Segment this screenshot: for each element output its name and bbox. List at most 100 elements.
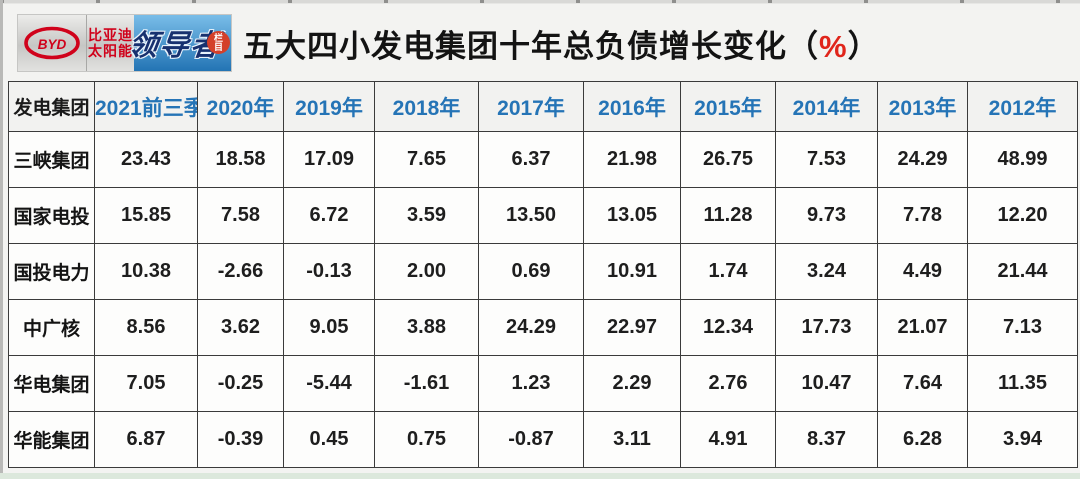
table-cell: 3.88 [374,299,479,356]
brand-company-line1: 比亚迪 [88,26,133,43]
table-cell: 3.62 [197,299,284,356]
row-label: 华能集团 [8,411,95,468]
col-header-2021q3: 2021前三季 [94,81,198,132]
table-cell: 2.00 [374,243,479,300]
table-cell: 0.75 [374,411,479,468]
table-cell: 10.38 [94,243,198,300]
row-label: 国家电投 [8,187,95,244]
table-header-row: 发电集团 2021前三季 2020年 2019年 2018年 2017年 201… [8,81,1078,132]
table-cell: 21.44 [967,243,1078,300]
table-cell: 0.69 [478,243,584,300]
page-title-percent: % [819,28,848,64]
table-row: 三峡集团 23.43 18.58 17.09 7.65 6.37 21.98 26.75 7.5… [8,131,1078,188]
page-title: 五大四小发电集团十年总负债增长变化（%） [243,21,880,66]
table-cell: 23.43 [94,131,198,188]
col-header-2012: 2012年 [967,81,1078,132]
table-cell: 24.29 [478,299,584,356]
svg-text:BYD: BYD [38,37,67,52]
table-cell: 12.34 [680,299,776,356]
leader-banner: 领导者 栏 目 [126,15,231,71]
table-body: 三峡集团 23.43 18.58 17.09 7.65 6.37 21.98 26.75 7.5… [8,131,1078,468]
page-left-border [0,0,3,479]
table-cell: 13.05 [583,187,681,244]
table-cell: 7.53 [775,131,878,188]
table-cell: 7.64 [877,355,968,412]
table-cell: 22.97 [583,299,681,356]
byd-logo: BYD [18,15,86,71]
col-header-group: 发电集团 [8,81,95,132]
row-label: 三峡集团 [8,131,95,188]
col-header-2018: 2018年 [374,81,479,132]
table-cell: 4.49 [877,243,968,300]
table-row: 国投电力 10.38 -2.66 -0.13 2.00 0.69 10.91 1.74 3.24… [8,243,1078,300]
col-header-2014: 2014年 [775,81,878,132]
table-cell: 2.29 [583,355,681,412]
table-cell: -1.61 [374,355,479,412]
table-cell: 11.35 [967,355,1078,412]
table-cell: 15.85 [94,187,198,244]
table-cell: 7.78 [877,187,968,244]
row-label: 华电集团 [8,355,95,412]
table-cell: 2.76 [680,355,776,412]
page-title-paren-close: ） [847,28,880,64]
brand-banner: BYD 比亚迪 太阳能 领导者 栏 目 [18,15,231,71]
table-row: 华电集团 7.05 -0.25 -5.44 -1.61 1.23 2.29 2.76 10.47… [8,355,1078,412]
table-row: 国家电投 15.85 7.58 6.72 3.59 13.50 13.05 11.28 9.73… [8,187,1078,244]
table-cell: 6.72 [283,187,375,244]
table-cell: -0.87 [478,411,584,468]
table-cell: 24.29 [877,131,968,188]
table-cell: 17.09 [283,131,375,188]
table-cell: -5.44 [283,355,375,412]
table-cell: 0.45 [283,411,375,468]
table-cell: -0.13 [283,243,375,300]
header-band: BYD 比亚迪 太阳能 领导者 栏 目 五大四小发电集团十年总负债增长变化（%） [3,6,1080,80]
table-cell: 13.50 [478,187,584,244]
page-bottom-strip [0,473,1080,479]
table-cell: 7.13 [967,299,1078,356]
table-cell: 48.99 [967,131,1078,188]
page-title-text: 五大四小发电集团十年总负债增长变化 [243,28,787,64]
byd-oval-icon: BYD [24,26,80,60]
table-cell: 21.07 [877,299,968,356]
table-cell: 8.37 [775,411,878,468]
table-cell: 6.28 [877,411,968,468]
table-cell: 1.74 [680,243,776,300]
liability-growth-table: 发电集团 2021前三季 2020年 2019年 2018年 2017年 201… [8,81,1078,468]
table-cell: 3.24 [775,243,878,300]
table-cell: 9.05 [283,299,375,356]
spreadsheet-top-edge [0,0,1080,4]
table-cell: 7.58 [197,187,284,244]
table-cell: 12.20 [967,187,1078,244]
table-cell: 11.28 [680,187,776,244]
column-badge-char1: 栏 [213,32,223,43]
col-header-2016: 2016年 [583,81,681,132]
col-header-2017: 2017年 [478,81,584,132]
table-cell: 18.58 [197,131,284,188]
table-row: 中广核 8.56 3.62 9.05 3.88 24.29 22.97 12.34 17.73 2… [8,299,1078,356]
col-header-2013: 2013年 [877,81,968,132]
table-cell: 3.11 [583,411,681,468]
table-cell: 9.73 [775,187,878,244]
table-cell: 3.59 [374,187,479,244]
table-cell: 10.47 [775,355,878,412]
table-cell: 7.05 [94,355,198,412]
table-cell: 6.37 [478,131,584,188]
page-title-paren-open: （ [787,28,819,64]
table-cell: 21.98 [583,131,681,188]
table-cell: 7.65 [374,131,479,188]
table-cell: 10.91 [583,243,681,300]
row-label: 中广核 [8,299,95,356]
table-cell: 17.73 [775,299,878,356]
column-badge: 栏 目 [207,31,230,54]
table-cell: 4.91 [680,411,776,468]
brand-company-name: 比亚迪 太阳能 [86,15,134,71]
col-header-2019: 2019年 [283,81,375,132]
table-cell: 1.23 [478,355,584,412]
col-header-2015: 2015年 [680,81,776,132]
table-cell: -0.39 [197,411,284,468]
brand-company-line2: 太阳能 [88,43,133,59]
column-badge-char2: 目 [213,41,223,52]
table-cell: 3.94 [967,411,1078,468]
row-label: 国投电力 [8,243,95,300]
table-row: 华能集团 6.87 -0.39 0.45 0.75 -0.87 3.11 4.91 8.37 6.… [8,411,1078,468]
